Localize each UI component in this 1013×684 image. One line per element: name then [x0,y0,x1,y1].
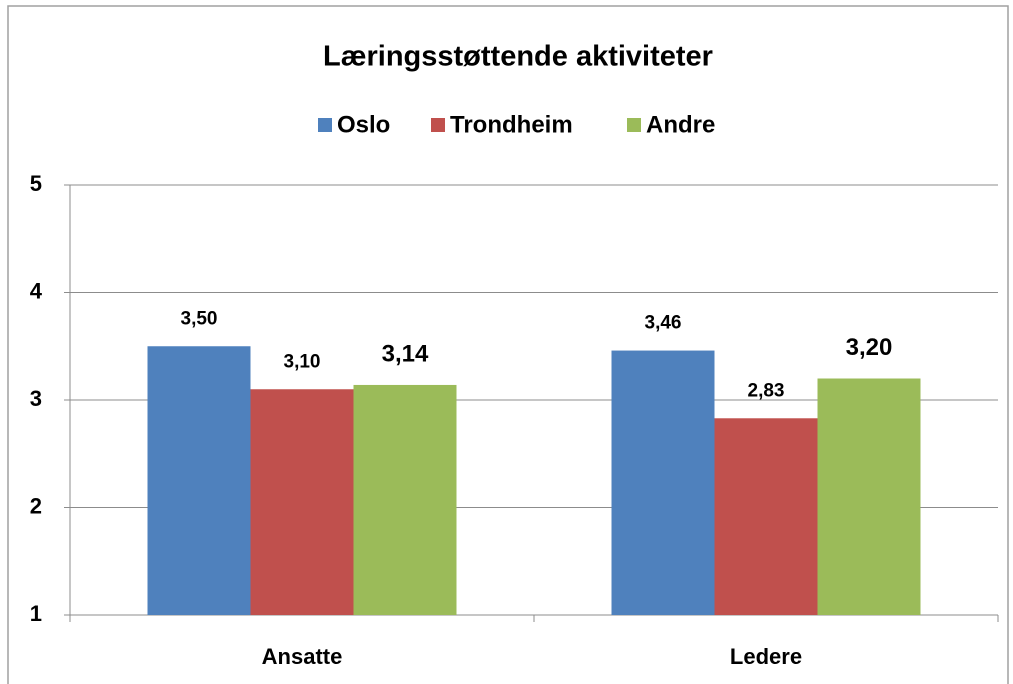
bar [353,384,457,615]
y-tick-label: 1 [30,601,42,626]
data-label: 3,20 [846,334,893,361]
y-tick-label: 2 [30,493,42,518]
bar [611,350,715,615]
data-label: 3,14 [382,340,429,367]
y-tick-label: 4 [30,278,43,303]
legend-label: Trondheim [450,111,573,138]
legend-label: Andre [646,111,715,138]
bar [250,389,354,615]
y-tick-label: 5 [30,171,42,196]
bar [714,418,818,615]
data-label: 2,83 [748,380,785,401]
bar [817,378,921,615]
x-tick-label: Ledere [730,644,802,669]
data-label: 3,10 [284,351,321,372]
legend-swatch [627,118,641,132]
x-tick-label: Ansatte [262,644,343,669]
data-label: 3,46 [645,313,682,334]
y-tick-label: 3 [30,386,42,411]
bar [147,346,251,615]
legend-swatch [318,118,332,132]
legend-label: Oslo [337,111,390,138]
legend-swatch [431,118,445,132]
chart-title: Læringsstøttende aktiviteter [323,41,713,73]
data-label: 3,50 [181,308,218,329]
